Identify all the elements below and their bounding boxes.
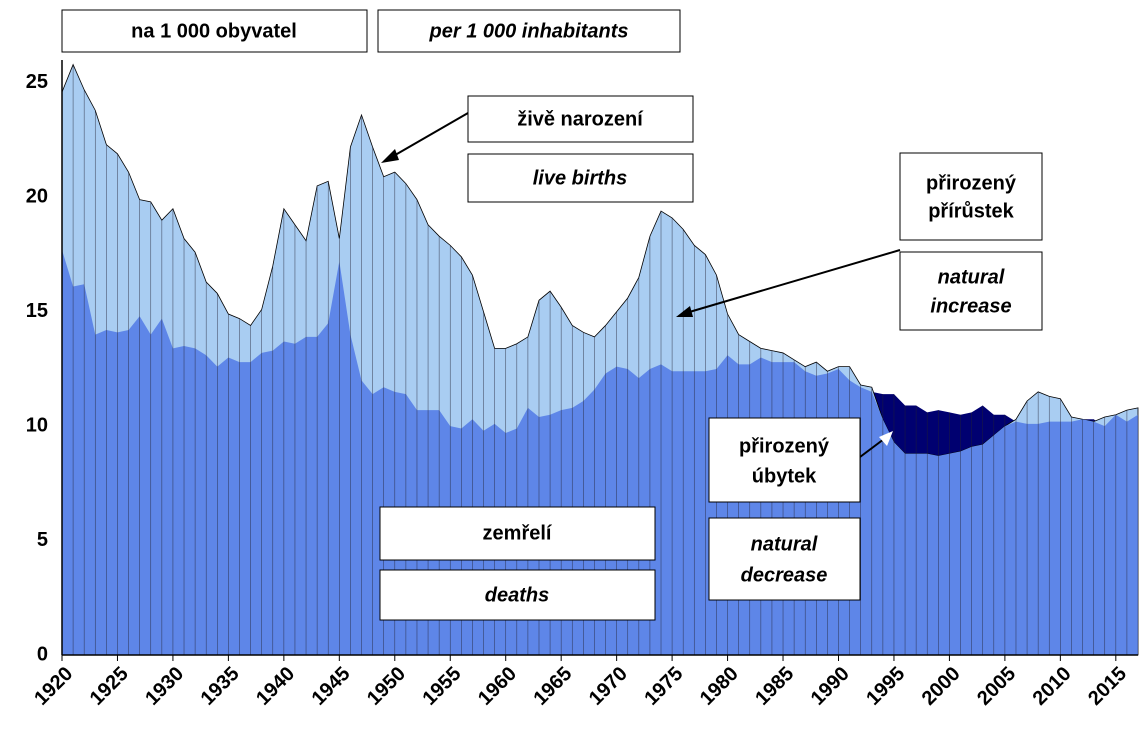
deaths-label-en: deaths	[485, 584, 549, 606]
arrow	[389, 112, 469, 159]
label-box	[379, 506, 656, 561]
x-tick-label: 2005	[973, 663, 1020, 710]
decrease-label: úbytek	[752, 465, 817, 487]
y-tick-label: 5	[37, 529, 48, 551]
x-tick-label: 1935	[197, 663, 244, 710]
x-tick-label: 1965	[529, 663, 576, 710]
x-tick-label: 1970	[585, 663, 632, 710]
x-tick-label: 1925	[86, 663, 133, 710]
x-tick-label: 2000	[918, 663, 965, 710]
y-tick-label: 10	[26, 414, 48, 436]
births-label: živě narození	[517, 108, 644, 130]
unit-en: per 1 000 inhabitants	[429, 20, 629, 42]
x-tick-label: 2015	[1084, 663, 1131, 710]
unit-box	[61, 9, 368, 53]
annotations: na 1 000 obyvatel per 1 000 inhabitants …	[61, 9, 1043, 621]
x-tick-label: 1995	[862, 663, 909, 710]
label-box	[899, 251, 1043, 331]
increase-label-en: increase	[930, 295, 1011, 317]
label-box	[379, 569, 656, 621]
label-box	[899, 152, 1043, 241]
x-tick-label: 1960	[474, 663, 521, 710]
x-tick-label: 1975	[640, 663, 687, 710]
decrease-label-en: decrease	[741, 564, 828, 586]
x-tick-label: 1930	[141, 663, 188, 710]
x-tick-label: 1920	[30, 663, 77, 710]
increase-label: přírůstek	[928, 200, 1014, 222]
label-box	[467, 153, 694, 203]
x-tick-label: 2010	[1029, 663, 1076, 710]
arrow-head	[676, 306, 693, 317]
y-tick-label: 25	[26, 71, 48, 93]
x-tick-label: 1940	[252, 663, 299, 710]
unit-box	[377, 9, 681, 53]
decrease-label: přirozený	[739, 435, 830, 457]
arrow-head	[879, 431, 893, 446]
x-tick-label: 1950	[363, 663, 410, 710]
label-box	[708, 517, 861, 601]
areas	[61, 63, 1139, 656]
x-tick-label: 1945	[308, 663, 355, 710]
label-box	[467, 95, 694, 143]
y-tick-label: 0	[37, 643, 48, 665]
increase-label: přirozený	[926, 172, 1017, 194]
y-tick-label: 15	[26, 300, 48, 322]
x-tick-label: 1990	[807, 663, 854, 710]
x-tick-label: 1980	[696, 663, 743, 710]
unit-cz: na 1 000 obyvatel	[131, 20, 297, 42]
deaths-label: zemřelí	[483, 522, 553, 544]
x-tick-label: 1985	[751, 663, 798, 710]
arrow-head	[381, 149, 399, 163]
arrow	[859, 438, 885, 458]
y-tick-label: 20	[26, 186, 48, 208]
x-tick-label: 1955	[418, 663, 465, 710]
hatch	[72, 64, 1139, 655]
decrease-label-en: natural	[751, 533, 818, 555]
arrow	[685, 249, 901, 314]
increase-label-en: natural	[938, 266, 1005, 288]
label-box	[708, 417, 861, 503]
deaths-area	[62, 249, 1138, 655]
births-label-en: live births	[533, 167, 627, 189]
